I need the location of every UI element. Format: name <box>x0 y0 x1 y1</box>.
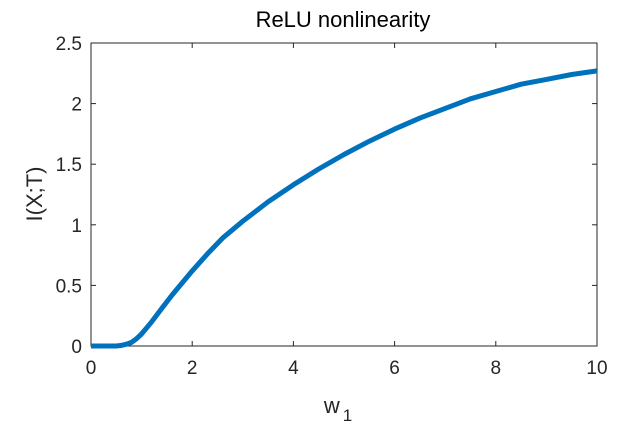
x-tick-label: 6 <box>389 358 400 379</box>
x-tick-label: 4 <box>288 358 299 379</box>
y-tick-label: 1.5 <box>56 155 82 176</box>
y-axis: 0 0.5 1 1.5 2 2.5 <box>56 34 597 358</box>
y-tick-label: 2 <box>71 95 82 116</box>
series-layer <box>91 68 598 349</box>
x-tick-label: 10 <box>586 358 607 379</box>
x-axis: 0 2 4 6 8 10 <box>86 43 608 379</box>
plot-area <box>90 42 598 347</box>
series-line <box>91 68 598 349</box>
x-tick-label: 8 <box>491 358 502 379</box>
x-tick-label: 0 <box>86 358 97 379</box>
y-tick-label: 0.5 <box>56 276 82 297</box>
plot-frame <box>90 42 598 347</box>
y-axis-label: I(X;T) <box>22 167 47 222</box>
y-tick-label: 2.5 <box>56 34 82 55</box>
x-tick-label: 2 <box>187 358 198 379</box>
y-tick-label: 0 <box>71 337 82 358</box>
x-axis-label-main: w <box>323 393 340 418</box>
x-axis-label-subscript: 1 <box>343 406 352 425</box>
y-tick-label: 1 <box>71 216 82 237</box>
chart-title: ReLU nonlinearity <box>256 7 431 32</box>
